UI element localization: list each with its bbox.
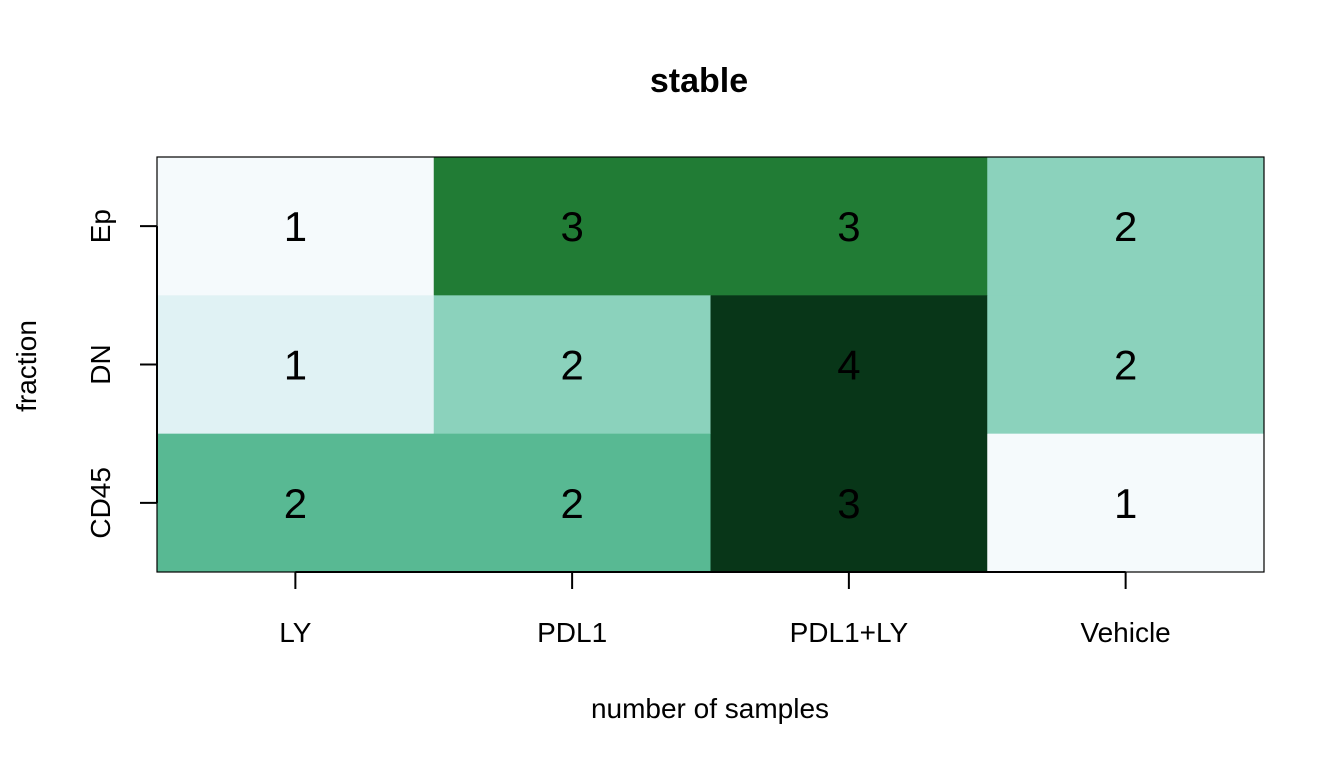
cell-value-label: 2 xyxy=(284,480,307,527)
x-axis: LY PDL1 PDL1+LY Vehicle xyxy=(279,571,1171,648)
cell-value-label: 4 xyxy=(837,342,860,389)
x-tick-label: LY xyxy=(279,617,311,648)
cell-value-label: 3 xyxy=(837,480,860,527)
heatmap-cell-labels: 1 3 3 2 1 2 4 2 2 2 3 1 xyxy=(284,203,1138,527)
heatmap-cell xyxy=(710,433,988,573)
cell-value-label: 3 xyxy=(560,203,583,250)
heatmap-cell xyxy=(157,433,435,573)
heatmap-cell xyxy=(433,433,711,573)
x-tick-label: PDL1 xyxy=(537,617,607,648)
y-axis: Ep DN CD45 xyxy=(85,209,158,539)
cell-value-label: 2 xyxy=(1114,203,1137,250)
heatmap-cell xyxy=(710,295,988,435)
y-tick-label: CD45 xyxy=(85,467,116,539)
heatmap-cells xyxy=(157,157,1265,573)
cell-value-label: 1 xyxy=(284,342,307,389)
heatmap-cell xyxy=(987,433,1265,573)
heatmap-cell xyxy=(987,157,1265,296)
cell-value-label: 3 xyxy=(837,203,860,250)
cell-value-label: 2 xyxy=(560,480,583,527)
cell-value-label: 1 xyxy=(284,203,307,250)
cell-value-label: 2 xyxy=(1114,342,1137,389)
x-tick-label: Vehicle xyxy=(1080,617,1170,648)
heatmap-cell xyxy=(433,295,711,435)
cell-value-label: 1 xyxy=(1114,480,1137,527)
chart-title: stable xyxy=(650,62,748,100)
heatmap-cell xyxy=(710,157,988,296)
cell-value-label: 2 xyxy=(560,342,583,389)
heatmap-cell xyxy=(433,157,711,296)
y-tick-label: Ep xyxy=(85,209,116,243)
x-axis-title: number of samples xyxy=(591,693,829,724)
heatmap-cell xyxy=(157,295,435,435)
heatmap-cell xyxy=(157,157,435,296)
x-tick-label: PDL1+LY xyxy=(790,617,909,648)
y-tick-label: DN xyxy=(85,344,116,384)
heatmap-cell xyxy=(987,295,1265,435)
y-axis-title: fraction xyxy=(11,320,42,412)
